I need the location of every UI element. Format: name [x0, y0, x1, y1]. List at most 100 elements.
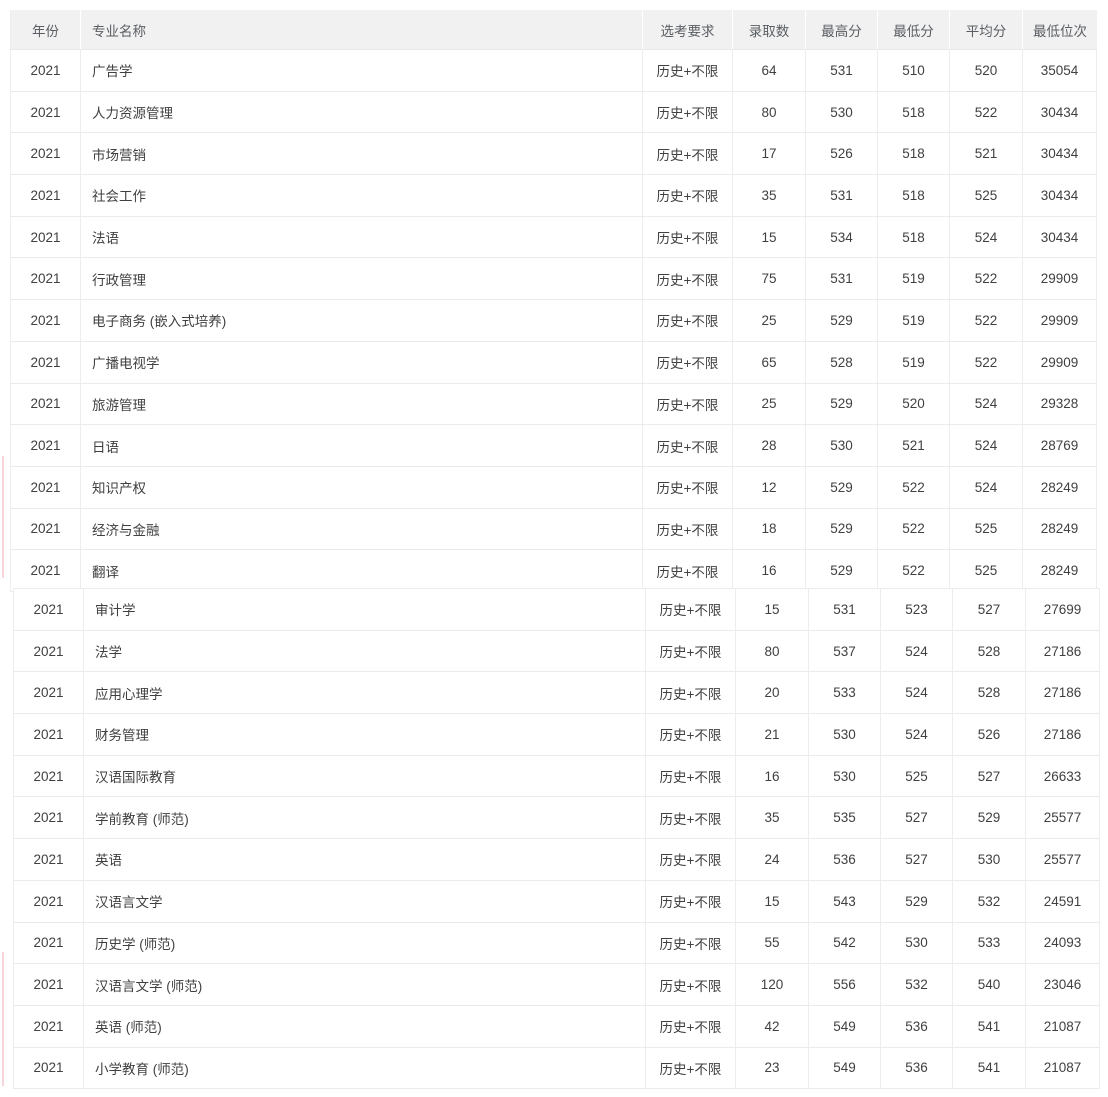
cell-min_rank: 24591 — [1026, 880, 1100, 922]
cell-exam_req: 历史+不限 — [646, 672, 736, 714]
cell-exam_req: 历史+不限 — [643, 258, 733, 300]
cell-major: 法语 — [81, 216, 643, 258]
cell-major: 翻译 — [81, 550, 643, 591]
cell-min_rank: 21087 — [1026, 1047, 1100, 1089]
cell-min_score: 518 — [878, 175, 950, 216]
admissions-table-section-1: 年份 专业名称 选考要求 录取数 最高分 最低分 平均分 最低位次 2021 广告… — [10, 10, 1097, 592]
cell-avg_score: 529 — [953, 797, 1026, 839]
cell-max_score: 529 — [806, 300, 878, 341]
cell-avg_score: 528 — [953, 672, 1026, 714]
cell-year: 2021 — [10, 133, 81, 175]
cell-max_score: 531 — [809, 589, 881, 630]
cell-min_rank: 29328 — [1023, 383, 1097, 425]
cell-max_score: 528 — [806, 341, 878, 383]
cell-min_score: 518 — [878, 133, 950, 175]
cell-min_score: 519 — [878, 341, 950, 383]
table-row: 2021 审计学 历史+不限 15 531 523 527 27699 — [13, 589, 1100, 631]
cell-min_score: 524 — [881, 714, 953, 755]
cell-admitted: 65 — [733, 341, 806, 383]
cell-min_score: 519 — [878, 258, 950, 300]
cell-max_score: 537 — [809, 630, 881, 672]
cell-year: 2021 — [10, 300, 81, 341]
cell-year: 2021 — [13, 880, 84, 922]
cell-avg_score: 522 — [950, 341, 1023, 383]
cell-min_score: 536 — [881, 1047, 953, 1089]
cell-avg_score: 527 — [953, 755, 1026, 797]
cell-year: 2021 — [13, 1005, 84, 1047]
cell-avg_score: 525 — [950, 175, 1023, 216]
table-row: 2021 应用心理学 历史+不限 20 533 524 528 27186 — [13, 672, 1100, 715]
cell-major: 汉语国际教育 — [84, 755, 646, 797]
cell-min_rank: 27186 — [1026, 714, 1100, 755]
cell-year: 2021 — [10, 216, 81, 258]
cell-major: 社会工作 — [81, 175, 643, 216]
table-row: 2021 旅游管理 历史+不限 25 529 520 524 29328 — [10, 383, 1097, 426]
cell-admitted: 75 — [733, 258, 806, 300]
cell-year: 2021 — [13, 922, 84, 964]
cell-admitted: 80 — [733, 91, 806, 133]
cell-year: 2021 — [10, 466, 81, 508]
cell-min_score: 518 — [878, 216, 950, 258]
table-row: 2021 广播电视学 历史+不限 65 528 519 522 29909 — [10, 341, 1097, 384]
cell-year: 2021 — [13, 630, 84, 672]
cell-max_score: 556 — [809, 964, 881, 1005]
cell-avg_score: 528 — [953, 630, 1026, 672]
cell-exam_req: 历史+不限 — [643, 383, 733, 425]
cell-min_rank: 30434 — [1023, 175, 1097, 216]
cell-min_rank: 30434 — [1023, 91, 1097, 133]
cell-min_score: 522 — [878, 508, 950, 550]
cell-exam_req: 历史+不限 — [643, 300, 733, 341]
cell-avg_score: 522 — [950, 300, 1023, 341]
cell-avg_score: 532 — [953, 880, 1026, 922]
cell-exam_req: 历史+不限 — [646, 755, 736, 797]
cell-admitted: 20 — [736, 672, 809, 714]
cell-year: 2021 — [10, 91, 81, 133]
cell-min_rank: 30434 — [1023, 133, 1097, 175]
cell-exam_req: 历史+不限 — [643, 216, 733, 258]
cell-year: 2021 — [13, 964, 84, 1005]
cell-admitted: 23 — [736, 1047, 809, 1089]
cell-year: 2021 — [10, 341, 81, 383]
cell-min_rank: 29909 — [1023, 258, 1097, 300]
cell-admitted: 42 — [736, 1005, 809, 1047]
stitch-accent-line — [2, 952, 4, 1086]
cell-min_rank: 28249 — [1023, 466, 1097, 508]
cell-min_score: 518 — [878, 91, 950, 133]
cell-min_score: 523 — [881, 589, 953, 630]
cell-max_score: 542 — [809, 922, 881, 964]
cell-max_score: 529 — [806, 466, 878, 508]
cell-max_score: 535 — [809, 797, 881, 839]
cell-exam_req: 历史+不限 — [646, 922, 736, 964]
cell-major: 日语 — [81, 425, 643, 466]
cell-admitted: 24 — [736, 839, 809, 880]
cell-min_score: 527 — [881, 797, 953, 839]
cell-major: 市场营销 — [81, 133, 643, 175]
cell-major: 审计学 — [84, 589, 646, 630]
cell-min_score: 519 — [878, 300, 950, 341]
cell-exam_req: 历史+不限 — [643, 550, 733, 591]
table-row: 2021 翻译 历史+不限 16 529 522 525 28249 — [10, 550, 1097, 592]
cell-year: 2021 — [10, 258, 81, 300]
cell-exam_req: 历史+不限 — [643, 341, 733, 383]
table-body-section-1: 2021 广告学 历史+不限 64 531 510 520 35054 2021 人力资源管理 历史… — [10, 50, 1097, 592]
cell-major: 知识产权 — [81, 466, 643, 508]
cell-max_score: 530 — [806, 425, 878, 466]
cell-year: 2021 — [10, 425, 81, 466]
cell-exam_req: 历史+不限 — [643, 425, 733, 466]
cell-min_rank: 30434 — [1023, 216, 1097, 258]
table-row: 2021 市场营销 历史+不限 17 526 518 521 30434 — [10, 133, 1097, 176]
cell-max_score: 549 — [809, 1005, 881, 1047]
cell-major: 应用心理学 — [84, 672, 646, 714]
cell-max_score: 533 — [809, 672, 881, 714]
cell-avg_score: 522 — [950, 91, 1023, 133]
table-row: 2021 汉语言文学 (师范) 历史+不限 120 556 532 540 23046 — [13, 964, 1100, 1006]
column-header-major: 专业名称 — [81, 10, 643, 49]
cell-exam_req: 历史+不限 — [643, 508, 733, 550]
cell-min_score: 522 — [878, 466, 950, 508]
cell-avg_score: 525 — [950, 508, 1023, 550]
cell-avg_score: 541 — [953, 1047, 1026, 1089]
table-row: 2021 英语 历史+不限 24 536 527 530 25577 — [13, 839, 1100, 881]
table-row: 2021 社会工作 历史+不限 35 531 518 525 30434 — [10, 175, 1097, 217]
cell-admitted: 25 — [733, 300, 806, 341]
cell-year: 2021 — [13, 672, 84, 714]
